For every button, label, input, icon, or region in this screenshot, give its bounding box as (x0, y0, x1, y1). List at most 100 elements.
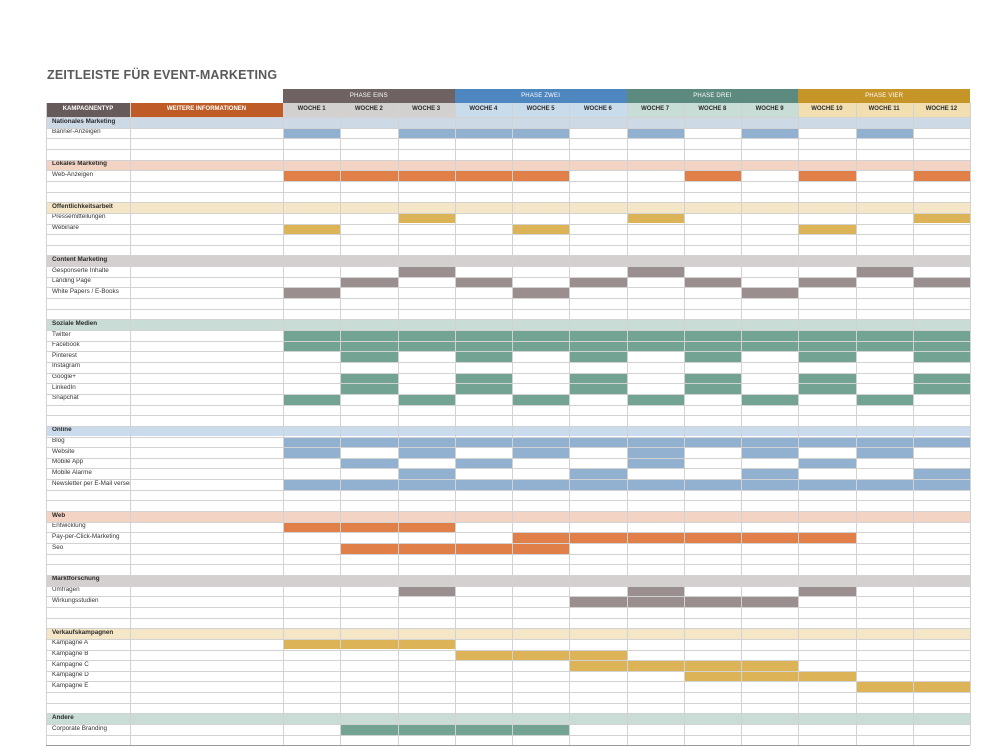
section-header: Marktforschung (46, 574, 970, 586)
timeline-bar (512, 724, 570, 735)
timeline-bar (397, 266, 455, 277)
grid-row-line (46, 692, 970, 694)
timeline-bar (741, 596, 799, 607)
timeline-bar (569, 660, 627, 671)
timeline-bar (855, 340, 913, 352)
timeline-bar (912, 468, 970, 480)
timeline-bar (912, 276, 970, 288)
grid-row-line (46, 138, 970, 140)
timeline-bar (512, 340, 570, 352)
grid-row-line (46, 425, 970, 427)
timeline-bar (454, 649, 512, 661)
grid-column-line (340, 103, 342, 746)
section-header: Andere (46, 713, 970, 725)
week-header: WOCHE 11 (855, 103, 913, 117)
week-header: WOCHE 2 (340, 103, 398, 117)
week-header: WOCHE 3 (397, 103, 455, 117)
grid-row-line (46, 223, 970, 225)
timeline-bar (626, 447, 684, 458)
grid-column-line (283, 103, 284, 746)
timeline-bar (569, 532, 627, 543)
timeline-bar (741, 393, 799, 405)
timeline-bar (512, 287, 570, 299)
timeline-bar (683, 276, 741, 288)
timeline-bar (798, 351, 856, 362)
timeline-bar (855, 447, 913, 458)
campaign-row-label: Kampagne E (52, 681, 89, 689)
timeline-bar (397, 170, 455, 181)
grid-row-line (46, 319, 970, 321)
grid-row-line (46, 457, 970, 459)
grid-row-line (46, 468, 970, 470)
week-header: WOCHE 8 (683, 103, 741, 117)
campaign-row-label: Mobile Alarme (52, 468, 92, 476)
timeline-bar (855, 266, 913, 277)
grid-row-line (46, 404, 970, 406)
grid-row-line (46, 500, 970, 502)
page-title: ZEITLEISTE FÜR EVENT-MARKETING (47, 68, 278, 82)
grid-row-line (46, 574, 970, 576)
timeline-bar (626, 212, 684, 224)
timeline-bar (512, 436, 570, 448)
timeline-bar (397, 127, 455, 139)
timeline-bar (512, 479, 570, 490)
campaign-row-label: Gesponserte Inhalte (52, 266, 109, 274)
section-header: Online (46, 425, 970, 437)
timeline-bar (626, 340, 684, 352)
timeline-bar (912, 351, 970, 362)
timeline-bar (626, 436, 684, 448)
timeline-bar (283, 287, 341, 299)
timeline-bar (798, 223, 856, 235)
timeline-bar (683, 436, 741, 448)
timeline-bar (569, 372, 627, 384)
timeline-bar (741, 447, 799, 458)
grid-row-line (46, 564, 970, 566)
timeline-bar (569, 383, 627, 394)
timeline-bar (512, 543, 570, 554)
timeline-bar (340, 372, 398, 384)
grid-row-line (46, 521, 970, 523)
grid-row-line (46, 724, 970, 726)
timeline-bar (283, 447, 341, 458)
timeline-bar (283, 521, 341, 533)
grid-row-line (46, 127, 970, 129)
timeline-bar (283, 479, 341, 490)
campaign-row-label: Website (52, 447, 75, 455)
campaign-row-label: Web-Anzeigen (52, 170, 94, 178)
grid-row-line (46, 436, 970, 438)
campaign-row-label: LinkedIn (52, 383, 76, 391)
timeline-bar (741, 670, 799, 682)
timeline-bar (741, 660, 799, 671)
timeline-bar (397, 212, 455, 224)
campaign-row-label: Blog (52, 437, 65, 444)
grid-row-line (46, 660, 970, 662)
timeline-bar (283, 340, 341, 352)
section-header: Öffentlichkeitsarbeit (46, 202, 970, 213)
timeline-bar (283, 638, 341, 650)
timeline-bar (340, 724, 398, 735)
section-header: Verkaufskampagnen (46, 628, 970, 639)
grid-column-line (855, 103, 857, 746)
timeline-bar (798, 383, 856, 394)
timeline-bar (855, 127, 913, 139)
grid-column-line (912, 103, 914, 746)
timeline-bar (340, 383, 398, 394)
timeline-bar (454, 170, 512, 181)
campaign-row-label: Entwicklung (52, 522, 86, 530)
timeline-bar (683, 660, 741, 671)
grid-row-line (46, 479, 970, 481)
timeline-bar (512, 330, 570, 341)
timeline-bar (798, 532, 856, 543)
timeline-bar (626, 457, 684, 469)
grid-row-line (46, 255, 970, 257)
grid-row-line (46, 234, 970, 236)
timeline-bar (397, 340, 455, 352)
campaign-row-label: Twitter (52, 330, 71, 338)
timeline-bar (283, 170, 341, 181)
timeline-bar (454, 276, 512, 288)
campaign-row-label: Landing Page (52, 277, 91, 285)
grid-row-line (46, 202, 970, 204)
timeline-bar (512, 649, 570, 661)
timeline-bar (569, 468, 627, 480)
phase-header: PHASE ZWEI (454, 89, 627, 103)
